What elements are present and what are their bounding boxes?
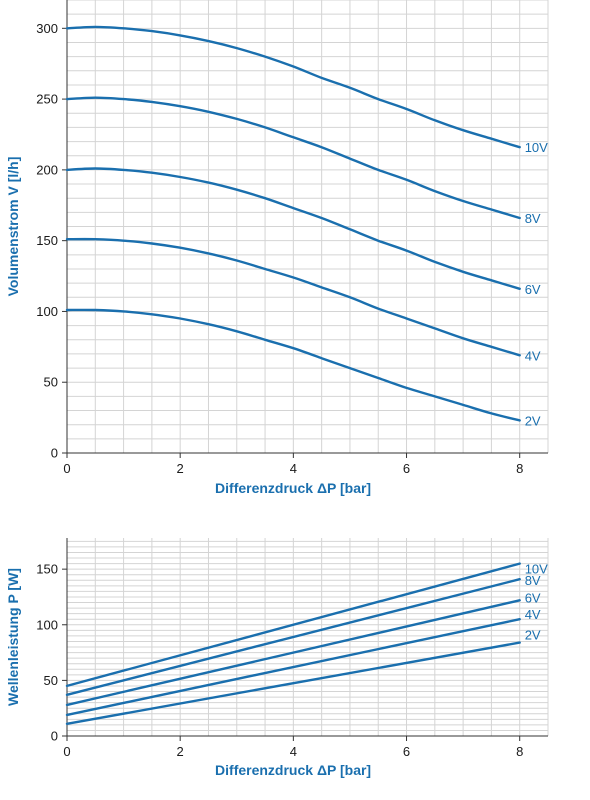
series-label-6V: 6V: [525, 282, 541, 297]
y-axis-title: Wellenleistung P [W]: [5, 568, 21, 706]
x-tick-label: 4: [290, 744, 297, 759]
y-tick-label: 50: [44, 673, 58, 688]
series-label-10V: 10V: [525, 140, 548, 155]
x-tick-label: 2: [177, 744, 184, 759]
x-tick-label: 8: [516, 461, 523, 476]
series-line-10V: [65, 25, 521, 149]
y-tick-label: 0: [51, 729, 58, 744]
series-label-6V: 6V: [525, 590, 541, 605]
y-tick-label: 150: [36, 562, 58, 577]
series-line-10V: [65, 562, 521, 688]
series-label-4V: 4V: [525, 348, 541, 363]
grid: [66, 0, 549, 454]
series-line-4V: [65, 618, 521, 717]
series-line-8V: [65, 96, 521, 220]
y-tick-label: 200: [36, 162, 58, 177]
series-label-2V: 2V: [525, 628, 541, 643]
wellenleistung-chart: 0 2 4 6 8 0 50 100 150 Differenzdruck ΔP [bar] Wel…: [5, 538, 549, 778]
series-label-10V: 10V: [525, 562, 548, 577]
y-tick-label: 100: [36, 304, 58, 319]
y-tick-label: 250: [36, 92, 58, 107]
series-label-4V: 4V: [525, 607, 541, 622]
series-line-6V: [65, 167, 521, 290]
x-tick-label: 6: [403, 744, 410, 759]
y-axis-title: Volumenstrom V [l/h]: [5, 157, 21, 297]
volumenstrom-chart: 0 2 4 6 8 0 50 100 150 200 250 300 Differenzdruck ΔP…: [5, 0, 549, 496]
y-tick-label: 100: [36, 617, 58, 632]
series-line-2V: [65, 641, 521, 725]
y-tick-label: 300: [36, 21, 58, 36]
series-line-6V: [65, 599, 521, 707]
series-line-2V: [65, 308, 521, 422]
series-label-2V: 2V: [525, 413, 541, 428]
x-tick-label: 2: [177, 461, 184, 476]
x-tick-label: 0: [63, 744, 70, 759]
y-tick-label: 0: [51, 446, 58, 461]
series-label-8V: 8V: [525, 573, 541, 588]
y-tick-label: 150: [36, 233, 58, 248]
plot-area: [67, 538, 548, 736]
y-tick-label: 50: [44, 375, 58, 390]
x-tick-label: 6: [403, 461, 410, 476]
series-label-8V: 8V: [525, 211, 541, 226]
x-tick-label: 4: [290, 461, 297, 476]
x-axis-title: Differenzdruck ΔP [bar]: [215, 762, 371, 778]
x-axis-title: Differenzdruck ΔP [bar]: [215, 480, 371, 496]
x-tick-label: 8: [516, 744, 523, 759]
series-line-8V: [65, 578, 521, 696]
x-tick-label: 0: [63, 461, 70, 476]
series-line-4V: [65, 237, 521, 357]
